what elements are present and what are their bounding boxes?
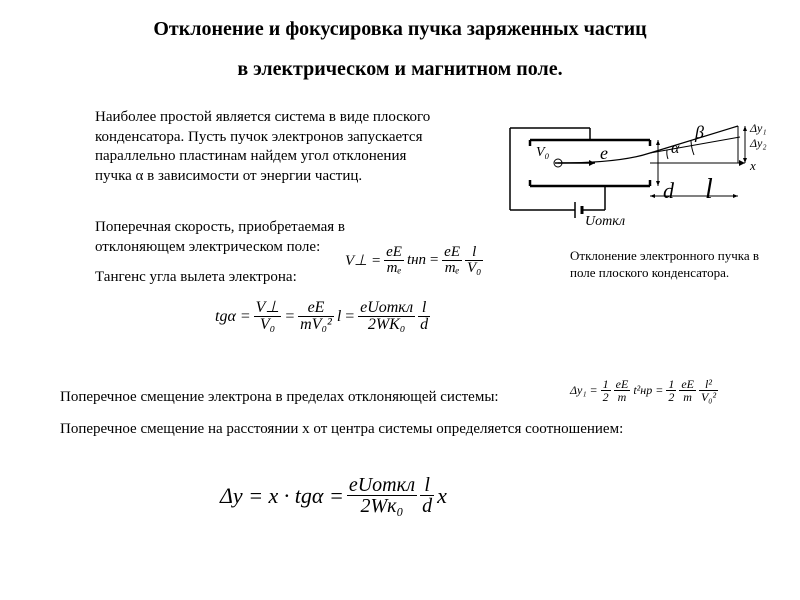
eq4-lhs: Δy [220, 483, 243, 508]
eq3-lhs: Δy₁ [570, 383, 587, 397]
eq1-f1n: eE [384, 245, 404, 261]
page-title-line2: в электрическом и магнитном поле. [0, 58, 800, 81]
diagram-capacitor: V₀ e Uоткл d l α β Δy₁ Δy₂ x [500, 118, 780, 238]
paragraph-4: Поперечное смещение электрона в пределах… [60, 388, 570, 408]
eq2-f1n: V⊥ [254, 300, 282, 317]
paragraph-1: Наиболее простой является система в виде… [95, 108, 435, 186]
eq2-f4d: d [418, 317, 430, 333]
eq3-f2d: m [679, 391, 696, 403]
equation-dy1: Δy₁ = 12 eEm t²нр = 12 eEm l²V₀² [570, 378, 718, 403]
eq3-h2: 2 [601, 391, 611, 403]
label-d: d [663, 178, 674, 204]
eq2-l: l [337, 308, 341, 326]
label-l: l [705, 174, 713, 206]
eq2-f2n: eE [298, 300, 334, 317]
eq2-f1d: V₀ [254, 317, 282, 333]
label-e: e [600, 143, 608, 164]
eq1-tnp: tнп [407, 252, 426, 269]
eq1-f2n: eE [442, 245, 462, 261]
eq2-f3n: eUоткл [358, 300, 415, 317]
eq4-f1d: 2Wк₀ [347, 496, 417, 516]
label-x: x [750, 158, 756, 174]
label-v0: V₀ [536, 145, 549, 161]
eq1-f1d: mₑ [384, 261, 404, 276]
equation-dy: Δy = x · tgα = eUоткл2Wк₀ ld x [220, 475, 447, 516]
equation-vperp: V⊥ = eEmₑ tнп = eEmₑ lV₀ [345, 245, 483, 276]
label-alpha: α [671, 140, 679, 158]
eq3-h4: 2 [666, 391, 676, 403]
eq3-tnp2: t²нр [633, 383, 652, 398]
eq4-f1n: eUоткл [347, 475, 417, 496]
eq1-lhs: V⊥ [345, 253, 367, 269]
eq1-f3d: V₀ [465, 261, 483, 276]
label-dy2: Δy₂ [750, 136, 767, 151]
eq2-f2d: mV₀² [298, 317, 334, 333]
eq4-f2d: d [420, 496, 434, 516]
eq4-xtga: x · tgα [269, 483, 324, 508]
eq2-f4n: l [418, 300, 430, 317]
eq3-f3d: V₀² [699, 391, 718, 403]
label-beta: β [695, 122, 704, 143]
eq2-f3d: 2WК₀ [358, 317, 415, 333]
page-title-line1: Отклонение и фокусировка пучка заряженны… [0, 18, 800, 41]
paragraph-5: Поперечное смещение на расстоянии x от ц… [60, 420, 680, 440]
diagram-svg [500, 118, 780, 238]
label-uotkl: Uоткл [585, 214, 625, 230]
eq2-lhs: tgα [215, 308, 236, 325]
eq4-x: x [437, 483, 447, 509]
diagram-caption: Отклонение электронного пучка в поле пло… [570, 248, 775, 282]
eq1-f3n: l [465, 245, 483, 261]
equation-tgalpha: tgα = V⊥V₀ = eEmV₀² l = eUоткл2WК₀ ld [215, 300, 430, 333]
eq4-f2n: l [420, 475, 434, 496]
label-dy1: Δy₁ [750, 121, 767, 136]
eq3-f1d: m [614, 391, 631, 403]
eq1-f2d: mₑ [442, 261, 462, 276]
